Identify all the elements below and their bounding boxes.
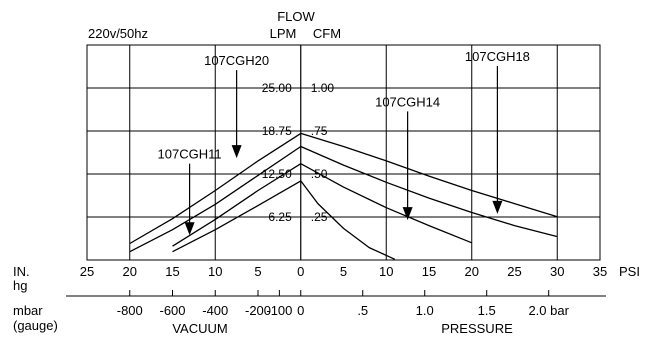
cfm-tick-label: .25 [311,210,328,224]
lpm-tick-labels: 25.00 18.75 12.50 6.25 [262,81,301,224]
pressure-tick-label: 5 [254,264,261,279]
pressure-tick-label: 5 [340,264,347,279]
series-label-107cgh20: 107CGH20 [204,53,269,68]
mbar-tick-label: -400 [202,303,228,318]
mbar-tick-label: -100 [266,303,292,318]
cfm-tick-label: .50 [311,167,328,181]
performance-curves [129,132,558,260]
inhg-axis-label: IN. [13,264,30,279]
pressure-tick-label: 15 [165,264,179,279]
mbar-tick-label: 1.0 [416,303,434,318]
series-label-107cgh18: 107CGH18 [465,49,530,64]
flow-title: FLOW [277,9,315,24]
callout-arrowhead [184,222,195,236]
cfm-unit-label: CFM [313,26,341,41]
lpm-tick-label: 12.50 [262,167,292,181]
pressure-tick-label: 25 [507,264,521,279]
series-label-107cgh11: 107CGH11 [158,147,222,162]
mbar-axis-label-line2: (gauge) [13,318,58,333]
curve-107cgh14 [129,145,558,253]
mbar-tick-label: -600 [159,303,185,318]
mbar-tick-labels: -800 -600 -400 -200-100 0 .5 1.0 1.5 2.0 bar [117,290,570,318]
mbar-tick-label: -200 [245,303,271,318]
curve-107cgh18 [129,132,558,245]
pressure-tick-label: 20 [123,264,137,279]
lpm-unit-label: LPM [270,26,297,41]
grid [86,44,601,261]
voltage-label: 220v/50hz [88,26,148,41]
pressure-tick-label: 15 [422,264,436,279]
pressure-tick-labels: 25 20 15 10 5 0 5 10 15 20 25 30 35 [80,264,607,279]
curve-107cgh20 [172,163,473,247]
cfm-tick-label: 1.00 [311,81,335,95]
inhg-axis-label-line2: hg [13,278,27,293]
mbar-axis-label: mbar [13,303,43,318]
pressure-tick-label: 30 [550,264,564,279]
pressure-tick-label: 20 [465,264,479,279]
callout-arrows [184,65,503,236]
pressure-tick-label: 0 [297,264,304,279]
mbar-tick-label: 0 [297,303,304,318]
psi-unit-label: PSI [619,264,640,279]
pressure-tick-label: 10 [379,264,393,279]
mbar-tick-label: 1.5 [478,303,496,318]
cfm-tick-labels: 1.00 .75 .50 .25 [300,81,335,224]
cfm-tick-label: .75 [311,124,328,138]
lpm-tick-label: 25.00 [262,81,292,95]
mbar-tick-label: .5 [357,303,368,318]
pressure-tick-label: 25 [80,264,94,279]
callout-arrowhead [231,145,242,159]
pressure-label: PRESSURE [441,321,513,336]
mbar-tick-label: -800 [117,303,143,318]
pressure-tick-label: 35 [593,264,607,279]
vacuum-label: VACUUM [172,321,227,336]
pressure-tick-label: 10 [208,264,222,279]
series-labels: 107CGH20 107CGH11 107CGH14 107CGH18 [158,49,530,162]
lpm-tick-label: 18.75 [262,124,292,138]
lpm-tick-label: 6.25 [268,210,292,224]
mbar-tick-label: 2.0 bar [528,303,569,318]
series-label-107cgh14: 107CGH14 [375,94,440,109]
plot-frame [86,44,601,261]
callout-arrowhead [402,207,413,221]
curve-107cgh11 [172,180,396,260]
callout-arrowhead [492,200,503,214]
